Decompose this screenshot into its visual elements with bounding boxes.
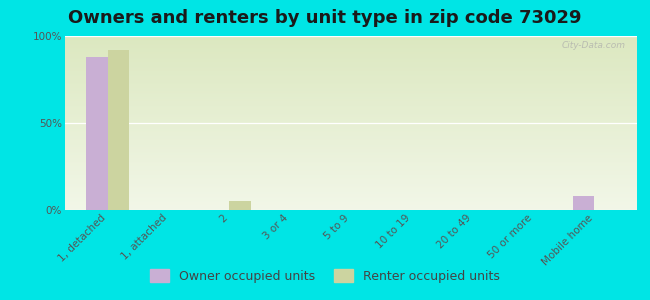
Legend: Owner occupied units, Renter occupied units: Owner occupied units, Renter occupied un… <box>146 264 504 288</box>
Text: Owners and renters by unit type in zip code 73029: Owners and renters by unit type in zip c… <box>68 9 582 27</box>
Bar <box>86 57 108 210</box>
Bar <box>573 196 594 210</box>
Text: City-Data.com: City-Data.com <box>562 41 625 50</box>
Bar <box>108 50 129 210</box>
Bar <box>229 201 251 210</box>
